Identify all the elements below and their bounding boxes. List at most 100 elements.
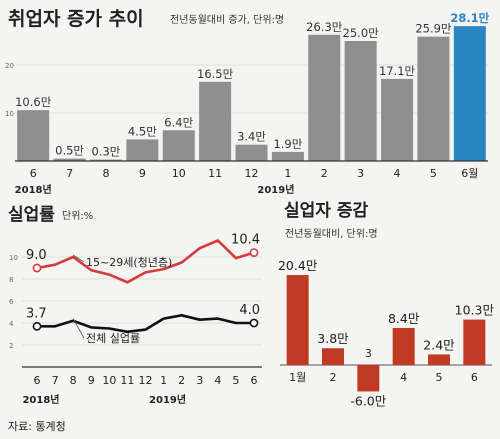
y-tick-label: 10 xyxy=(9,254,18,262)
year-label: 2018년 xyxy=(22,393,59,406)
start-value-label: 9.0 xyxy=(26,248,47,263)
x-tick-label: 7 xyxy=(52,374,59,387)
year-label: 2019년 xyxy=(149,393,186,406)
end-value-label: 4.0 xyxy=(239,303,260,318)
bar xyxy=(271,151,304,161)
data-label: -6.0만 xyxy=(350,393,386,408)
x-tick-label: 1 xyxy=(160,374,167,387)
leader-line xyxy=(72,318,85,339)
source-note: 자료: 통계청 xyxy=(8,420,66,433)
x-tick-label: 12 xyxy=(245,167,259,180)
y-tick-label: 10 xyxy=(5,110,14,118)
x-tick-label: 5 xyxy=(436,371,443,384)
x-tick-label: 5 xyxy=(430,167,437,180)
x-tick-label: 9 xyxy=(88,374,95,387)
x-tick-label: 3 xyxy=(196,374,203,387)
data-label: 0.3만 xyxy=(92,145,121,159)
unemployment-rate-subtitle: 단위:% xyxy=(62,209,93,222)
x-tick-label: 1월 xyxy=(289,371,306,384)
x-tick-label: 8 xyxy=(102,167,109,180)
x-tick-label: 2 xyxy=(321,167,328,180)
x-tick-label: 10 xyxy=(172,167,186,180)
bar xyxy=(417,36,450,161)
bar xyxy=(428,354,450,365)
endpoint-marker xyxy=(32,321,42,331)
start-value-label: 3.7 xyxy=(26,306,47,321)
bar xyxy=(199,81,232,161)
unemployment-rate-title: 실업률 xyxy=(8,205,55,225)
x-tick-label: 6월 xyxy=(461,167,478,180)
bar xyxy=(344,41,377,161)
unemployed-change-title: 실업자 증감 xyxy=(284,201,368,221)
data-label: 1.9만 xyxy=(273,137,302,151)
x-tick-label: 10 xyxy=(102,374,116,387)
bar xyxy=(463,319,486,365)
bar xyxy=(235,144,268,161)
data-label: 10.6만 xyxy=(15,95,52,109)
data-label: 26.3만 xyxy=(306,20,343,34)
x-tick-label: 1 xyxy=(284,167,291,180)
year-label: 2018년 xyxy=(15,183,52,196)
x-tick-label: 5 xyxy=(232,374,239,387)
leader-line xyxy=(72,254,85,263)
data-label: 4.5만 xyxy=(128,124,157,138)
data-label: 6.4만 xyxy=(164,115,193,129)
y-tick-label: 4 xyxy=(9,320,14,328)
endpoint-marker xyxy=(32,263,42,273)
bar xyxy=(453,26,486,162)
unemployed-change-subtitle: 전년동월대비, 단위:명 xyxy=(285,227,378,240)
data-label: 17.1만 xyxy=(379,64,416,78)
data-label: 3.8만 xyxy=(317,331,349,346)
bar xyxy=(357,365,380,392)
employment-chart-subtitle: 전년동월대비 증가, 단위:명 xyxy=(170,13,284,26)
x-tick-label: 2 xyxy=(178,374,185,387)
bar xyxy=(162,130,195,161)
employment-bar-chart: 201010.6만60.5만70.3만84.5만96.4만1016.5만113.… xyxy=(5,11,490,196)
y-tick-label: 8 xyxy=(9,276,13,284)
y-tick-label: 20 xyxy=(5,62,14,70)
end-value-label: 10.4 xyxy=(231,233,260,248)
bar xyxy=(322,348,344,365)
x-tick-label: 4 xyxy=(214,374,221,387)
x-tick-label: 11 xyxy=(208,167,222,180)
bar xyxy=(126,139,159,161)
x-tick-label: 3 xyxy=(365,347,372,360)
data-label: 20.4만 xyxy=(278,258,318,273)
x-tick-label: 8 xyxy=(70,374,77,387)
x-tick-label: 6 xyxy=(34,374,41,387)
data-label: 3.4만 xyxy=(237,130,266,144)
unemployed-change-bar-chart: 20.4만 1월 3.8만 2 -6.0만 3 8.4만 4 2.4만 5 10.3만 6 xyxy=(278,258,494,408)
x-tick-label: 11 xyxy=(120,374,134,387)
x-tick-label: 4 xyxy=(394,167,401,180)
endpoint-marker xyxy=(249,248,259,257)
y-tick-label: 6 xyxy=(9,298,14,306)
x-tick-label: 6 xyxy=(251,374,258,387)
data-label: 2.4만 xyxy=(423,337,455,352)
data-label: 16.5만 xyxy=(197,67,234,81)
data-label: 0.5만 xyxy=(55,144,84,158)
x-tick-label: 9 xyxy=(139,167,146,180)
series-name-label: 전체 실업률 xyxy=(86,332,140,345)
bar xyxy=(17,110,50,161)
data-label: 25.9만 xyxy=(415,22,452,36)
bar xyxy=(381,78,414,161)
bar xyxy=(89,159,122,161)
endpoint-marker xyxy=(249,318,259,328)
x-tick-label: 2 xyxy=(330,371,337,384)
x-tick-label: 12 xyxy=(139,374,153,387)
data-label: 25.0만 xyxy=(343,26,380,40)
x-tick-label: 3 xyxy=(357,167,364,180)
series-line xyxy=(37,313,254,334)
series-line xyxy=(36,239,255,284)
data-label: 28.1만 xyxy=(450,11,489,25)
data-label: 8.4만 xyxy=(388,311,420,326)
bar xyxy=(286,275,309,365)
x-tick-label: 6 xyxy=(471,371,478,384)
year-label: 2019년 xyxy=(257,183,294,196)
bar xyxy=(392,327,415,365)
data-label: 10.3만 xyxy=(455,303,495,318)
x-tick-label: 4 xyxy=(400,371,407,384)
y-tick-label: 2 xyxy=(9,342,13,350)
